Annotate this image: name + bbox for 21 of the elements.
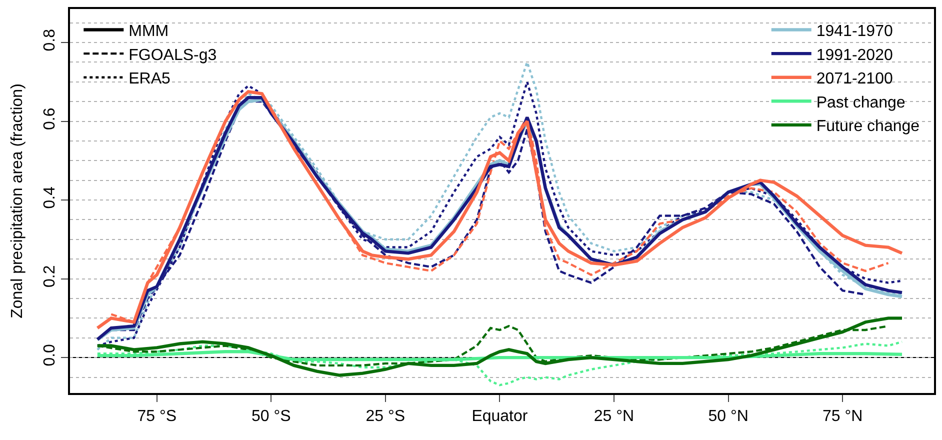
x-tick-label: 25 °S [366, 408, 406, 426]
legend-label: Future change [816, 118, 920, 136]
x-tick-label: 50 °S [251, 408, 291, 426]
legend-label: 1991-2020 [816, 46, 893, 64]
y-axis-title: Zonal precipitation area (fraction) [9, 84, 26, 318]
legend-label: FGOALS-g3 [128, 46, 217, 64]
y-tick-label: 0.8 [42, 28, 59, 52]
y-tick-label: 0.4 [42, 186, 59, 209]
x-tick-label: 75 °N [822, 408, 863, 426]
x-tick-label: 25 °N [594, 408, 634, 426]
x-tick-label: 75 °S [137, 408, 177, 426]
x-tick-label: Equator [472, 408, 528, 426]
legend-label: 1941-1970 [816, 22, 893, 40]
legend-label: 2071-2100 [816, 70, 893, 88]
y-tick-label: 0.6 [42, 108, 59, 130]
legend-label: MMM [128, 22, 169, 40]
legend-label: ERA5 [128, 70, 171, 88]
y-tick-label: 0.0 [42, 344, 59, 366]
x-tick-label: 50 °N [708, 408, 748, 426]
y-tick-label: 0.2 [42, 265, 59, 288]
legend-label: Past change [816, 94, 906, 112]
